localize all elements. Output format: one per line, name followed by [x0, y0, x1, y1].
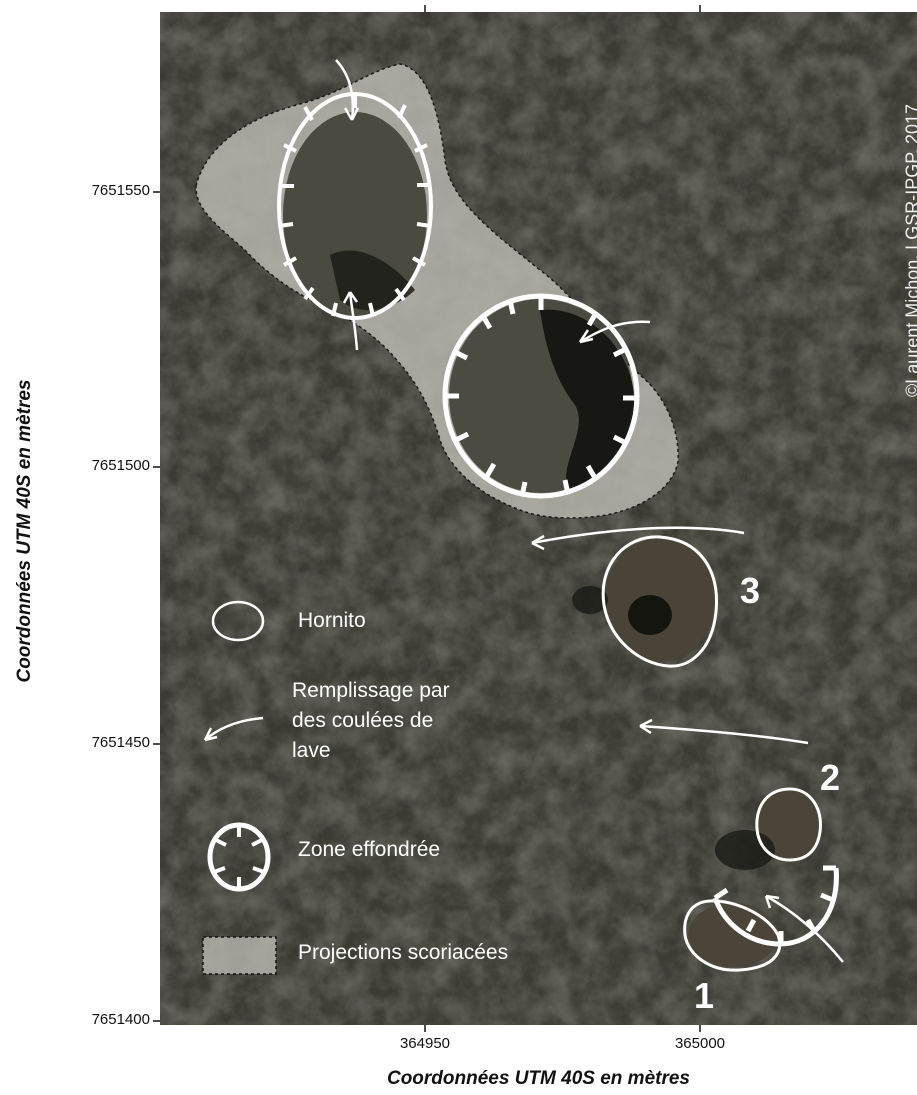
feature-label-2: 2	[820, 757, 841, 798]
feature-label-1: 1	[694, 975, 715, 1016]
legend-fill-label-line1: Remplissage par	[292, 679, 450, 702]
legend-fill-label-line3: lave	[292, 739, 331, 762]
y-tick-label: 7651500	[91, 457, 150, 474]
legend-fill-label-line2: des coulées de	[292, 709, 434, 732]
legend-projection-symbol	[202, 936, 277, 975]
y-tick-label: 7651400	[91, 1011, 150, 1028]
feature-label-3: 3	[740, 570, 761, 611]
aerial-photo	[160, 12, 917, 1025]
legend-arrow-symbol	[204, 716, 264, 741]
legend-hornito-label: Hornito	[298, 609, 366, 632]
legend-projection-label: Projections scoriacées	[298, 941, 509, 964]
legend-collapse-label: Zone effondrée	[298, 838, 441, 861]
y-tick-label: 7651550	[91, 182, 150, 199]
legend-symbols	[202, 600, 277, 975]
hornito-outlines	[601, 535, 822, 972]
pit-north	[283, 112, 427, 318]
y-axis-title: Coordonnées UTM 40S en mètres	[14, 379, 35, 683]
lava-fill-arrows	[335, 59, 844, 963]
x-tick-label: 365000	[674, 1035, 726, 1052]
legend-hornito-symbol	[211, 600, 265, 642]
x-axis-title: Coordonnées UTM 40S en mètres	[386, 1068, 691, 1089]
collapse-zone-north	[277, 92, 433, 320]
y-tick-label: 7651450	[91, 734, 150, 751]
axis-ticks	[153, 5, 701, 1032]
x-tick-label: 364950	[399, 1035, 451, 1052]
collapse-zone-central	[442, 293, 640, 499]
photo-credit: ©Laurent Michon, LGSR-IPGP, 2017	[902, 103, 917, 398]
